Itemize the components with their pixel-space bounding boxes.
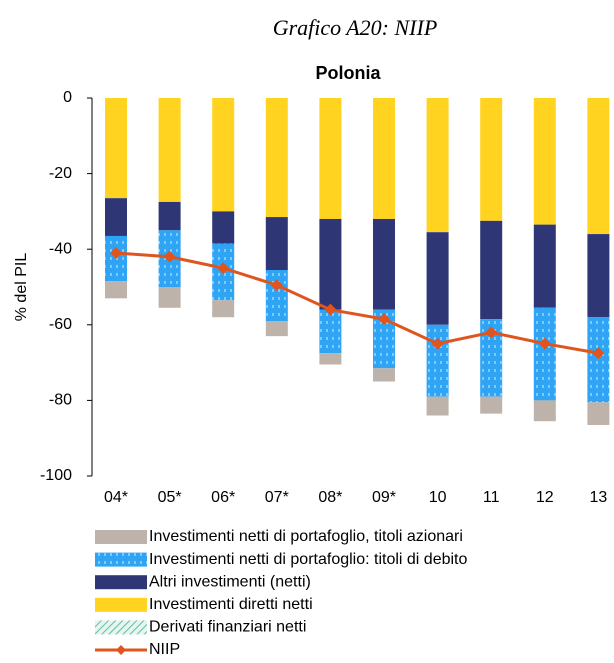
bar-segment	[533, 98, 556, 225]
x-tick-label: 08*	[318, 489, 342, 506]
bar-segment	[265, 98, 288, 218]
legend-swatch	[95, 530, 147, 544]
x-tick-label: 07*	[265, 489, 289, 506]
bar-segment	[212, 300, 235, 318]
legend-label: Investimenti netti di portafoglio: titol…	[149, 551, 468, 568]
legend-swatch	[95, 552, 147, 567]
bar-segment	[587, 317, 610, 403]
chart-title: Grafico A20: NIIP	[273, 15, 438, 40]
legend-marker	[116, 645, 126, 655]
x-tick-label: 04*	[104, 489, 128, 506]
bar-segment	[265, 217, 288, 270]
bar-segment	[319, 309, 342, 354]
bar-segment	[319, 218, 342, 310]
legend-label: Derivati finanziari netti	[149, 619, 306, 636]
legend-swatch	[95, 597, 147, 612]
bar-segment	[587, 234, 610, 318]
bar-segment	[426, 324, 449, 397]
y-tick-label: -40	[49, 240, 72, 257]
legend-label: NIIP	[149, 641, 180, 658]
bar-segment	[373, 309, 395, 369]
bar-segment	[212, 211, 235, 244]
bar-segment	[373, 98, 395, 219]
bar-segment	[426, 396, 449, 416]
legend-label: Investimenti diretti netti	[149, 596, 313, 613]
legend-label: Investimenti netti di portafoglio, titol…	[149, 528, 463, 545]
y-tick-label: 0	[63, 89, 72, 106]
x-tick-label: 09*	[372, 489, 396, 506]
x-tick-label: 12	[536, 489, 554, 506]
bar-segment	[265, 321, 288, 337]
line-marker	[270, 279, 283, 292]
line-marker	[538, 337, 551, 350]
x-tick-label: 05*	[158, 489, 182, 506]
chart-subtitle: Polonia	[315, 63, 381, 83]
bar-segment	[426, 98, 449, 233]
bar-segment	[587, 402, 610, 425]
bar-segment	[265, 269, 288, 322]
bar-segment	[105, 98, 127, 199]
legend-swatch	[95, 575, 147, 590]
y-tick-label: -100	[40, 467, 72, 484]
bar-segment	[480, 220, 503, 320]
line-marker	[485, 326, 498, 339]
bar-segment	[587, 98, 610, 235]
bar-segment	[158, 201, 181, 231]
bar-segment	[319, 353, 342, 365]
line-marker	[431, 337, 444, 350]
x-tick-label: 11	[483, 489, 500, 506]
bar-segment	[158, 287, 181, 308]
line	[115, 251, 599, 355]
line-marker	[592, 347, 605, 360]
bar-segment	[480, 319, 503, 397]
line-marker	[110, 246, 122, 259]
y-axis-label: % del PIL	[13, 253, 30, 322]
bar-segment	[105, 198, 127, 236]
y-tick-label: -20	[49, 165, 72, 182]
bar-segment	[480, 396, 503, 414]
line-marker	[324, 303, 337, 316]
bar-segment	[480, 98, 503, 221]
x-tick-label: 13	[590, 489, 608, 506]
bar-segment	[533, 400, 556, 422]
legend-swatch	[95, 620, 147, 635]
bar-segment	[533, 307, 556, 401]
y-tick-label: -60	[49, 316, 72, 333]
bar-segment	[105, 281, 127, 299]
bar-segment	[319, 98, 342, 219]
bar-segment	[373, 368, 395, 382]
bar-segment	[212, 98, 235, 212]
x-tick-label: 06*	[211, 489, 235, 506]
x-tick-label: 10	[429, 489, 447, 506]
bar-segment	[426, 232, 449, 325]
line-marker	[163, 250, 176, 263]
line-marker	[378, 313, 390, 326]
y-tick-label: -80	[49, 392, 72, 409]
legend-label: Altri investimenti (netti)	[149, 573, 311, 590]
bar-segment	[373, 218, 395, 310]
bar-segment	[158, 98, 181, 202]
bar-segment	[533, 224, 556, 308]
line-marker	[217, 262, 230, 275]
